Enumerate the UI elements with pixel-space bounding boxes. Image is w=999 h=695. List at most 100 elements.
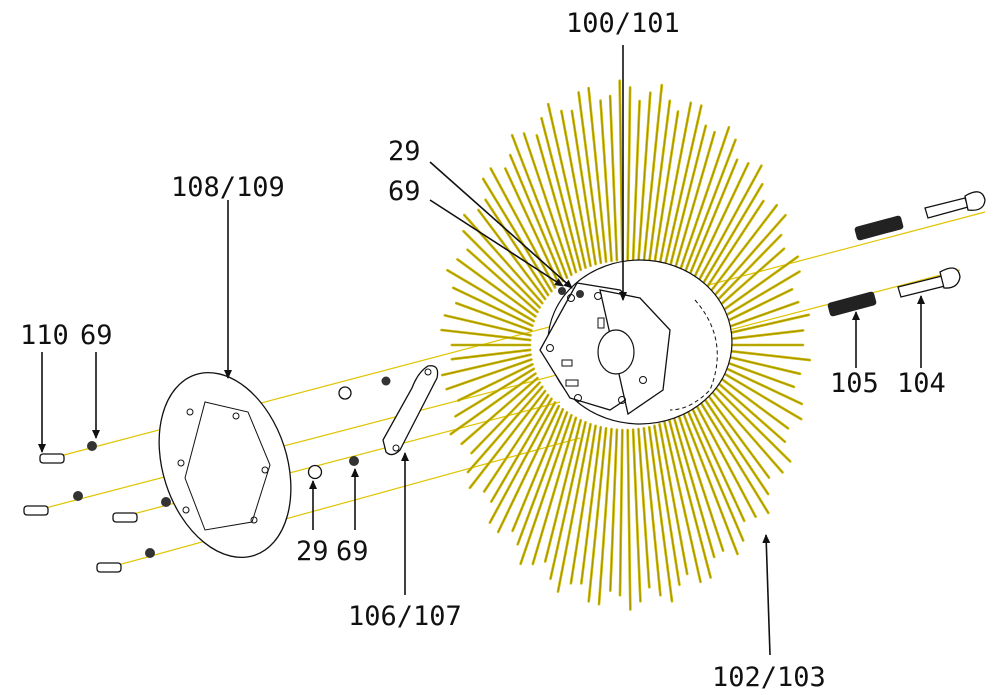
bristle-edge — [609, 96, 618, 261]
bristle-edge — [619, 429, 623, 596]
washer-1 — [87, 441, 97, 451]
label-29-bottom: 29 — [296, 536, 329, 567]
bristle-edge — [669, 420, 711, 578]
label-106-107: 106/107 — [348, 601, 462, 632]
bristle-edge — [547, 104, 586, 268]
bristle-edge — [570, 425, 596, 584]
bristle-edge — [664, 422, 701, 582]
bristle-edge — [716, 368, 802, 420]
bristle-edge — [707, 386, 783, 473]
washer-3 — [161, 497, 171, 507]
hex-side — [599, 289, 671, 416]
bristle-edge — [719, 354, 801, 375]
bristle-edge — [482, 178, 552, 292]
bristle-edge — [678, 127, 730, 275]
bristle-edge — [455, 368, 534, 417]
bristle-edge — [578, 92, 602, 263]
bristle-edge — [505, 168, 560, 285]
bristle-edge — [714, 256, 798, 317]
label-104: 104 — [897, 368, 946, 399]
bristle-edge — [632, 100, 640, 261]
bristle-edge — [520, 415, 572, 564]
bristle-edge — [694, 402, 756, 517]
bristle-edge — [467, 249, 538, 313]
bristle-edge — [673, 417, 715, 558]
bristle-edge — [669, 125, 707, 270]
bristle-edge — [710, 382, 791, 462]
bristle-edge — [588, 428, 607, 602]
label-29-top: 29 — [388, 136, 421, 167]
cover-disc — [158, 371, 292, 559]
bristle-edge — [690, 405, 745, 521]
bristle-edge — [716, 271, 800, 322]
screw-2 — [23, 505, 49, 516]
bristle-edge — [532, 417, 577, 565]
bristle-edge — [491, 398, 552, 502]
bristle-edge — [632, 429, 641, 602]
bristle-edge — [654, 111, 679, 265]
fasteners — [23, 287, 584, 573]
label-100-101: 100/101 — [566, 8, 680, 39]
label-69-left: 69 — [80, 320, 113, 351]
bristle-edge — [544, 420, 581, 562]
bristle-edge — [673, 132, 715, 273]
bristle-edge — [712, 248, 785, 313]
bristle-edge — [509, 155, 564, 281]
bristle-edge — [478, 209, 546, 300]
bristle-edge — [710, 234, 782, 308]
bristle-edge — [638, 429, 650, 588]
leader-29-top — [429, 161, 573, 289]
spring-lower — [827, 291, 877, 317]
shaft-lower — [827, 267, 961, 317]
bristle-edge — [451, 349, 531, 360]
washer-lower — [349, 456, 359, 466]
bristle-edge — [557, 424, 591, 592]
bristle-edge — [598, 429, 612, 605]
bristle-edge — [648, 100, 671, 263]
bristle-edge — [719, 349, 810, 361]
cover-plate — [158, 371, 292, 559]
label-102-103: 102/103 — [712, 662, 826, 693]
bristle-edge — [659, 424, 688, 575]
bristle-edge — [461, 377, 538, 445]
brush-hub — [539, 259, 733, 425]
bristle-edge — [682, 139, 736, 278]
brush-bristles — [440, 79, 812, 611]
nut-lower — [307, 464, 323, 480]
bristle-edge — [490, 168, 556, 288]
bristle-edge — [638, 92, 651, 261]
screw-4 — [96, 562, 122, 573]
callout-labels: 100/101 29 69 108/109 110 69 105 104 29 … — [20, 8, 946, 693]
bristle-edge — [458, 364, 533, 401]
bristle-edge — [536, 135, 577, 273]
bristle-edge — [678, 415, 724, 551]
bristle-edge — [485, 199, 549, 296]
label-110: 110 — [20, 320, 69, 351]
nut-upper — [338, 386, 352, 400]
bristle-edge — [701, 200, 764, 296]
washer-upper — [381, 376, 391, 386]
bristle-edge — [714, 373, 789, 429]
bristle-edge — [561, 110, 591, 266]
bristle-edge — [719, 314, 809, 336]
bristle-edge — [456, 302, 532, 331]
washer-4 — [145, 548, 155, 558]
bristle-edge — [497, 405, 560, 533]
bristle-edge — [712, 377, 786, 442]
bristle-edge — [463, 231, 540, 308]
bristle-edge — [441, 329, 531, 341]
bristle-edge — [467, 386, 543, 473]
bristle-edge — [643, 85, 663, 262]
bristle-edge — [581, 427, 602, 584]
bristle-edge — [512, 409, 564, 531]
bristle-edge — [659, 102, 692, 266]
bristle-edge — [694, 165, 762, 288]
leader-lines — [38, 45, 925, 656]
label-105: 105 — [830, 368, 879, 399]
screw-1 — [39, 453, 65, 464]
bristle-edge — [483, 394, 549, 492]
leader-102-103 — [762, 534, 771, 656]
bristle-edge — [690, 163, 749, 285]
bristle-edge — [704, 205, 777, 300]
